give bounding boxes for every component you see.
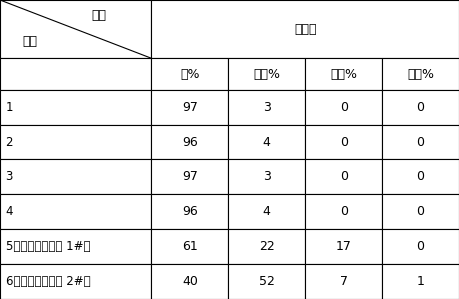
Bar <box>0 264 151 299</box>
Bar <box>229 58 305 90</box>
Text: 3: 3 <box>6 170 13 183</box>
Text: 中度%: 中度% <box>330 68 357 80</box>
Bar <box>0 58 151 90</box>
Bar <box>229 90 305 125</box>
Bar <box>0 229 151 264</box>
Text: 轻度%: 轻度% <box>253 68 280 80</box>
Bar <box>382 229 459 264</box>
Text: 0: 0 <box>417 240 425 253</box>
Bar <box>0 159 151 194</box>
Text: 96: 96 <box>182 205 198 218</box>
Text: 0: 0 <box>340 205 347 218</box>
Bar <box>305 159 382 194</box>
Bar <box>151 159 229 194</box>
Text: 0: 0 <box>417 205 425 218</box>
Bar <box>382 194 459 229</box>
Text: 3: 3 <box>263 101 271 114</box>
Text: 4: 4 <box>6 205 13 218</box>
Bar <box>0 125 151 159</box>
Bar <box>229 194 305 229</box>
Text: 97: 97 <box>182 101 198 114</box>
Bar <box>151 264 229 299</box>
Text: 22: 22 <box>259 240 274 253</box>
Text: 0: 0 <box>340 170 347 183</box>
Text: 97: 97 <box>182 170 198 183</box>
Bar <box>229 159 305 194</box>
Bar <box>0 194 151 229</box>
Text: 组别: 组别 <box>23 36 38 48</box>
Bar <box>151 58 229 90</box>
Text: 无%: 无% <box>180 68 200 80</box>
Text: 17: 17 <box>336 240 352 253</box>
Text: 52: 52 <box>259 275 275 288</box>
Bar <box>305 125 382 159</box>
Bar <box>305 90 382 125</box>
Text: 6（市售护肤产品 2#）: 6（市售护肤产品 2#） <box>6 275 90 288</box>
Bar <box>229 125 305 159</box>
Bar <box>151 125 229 159</box>
Text: 2: 2 <box>6 135 13 149</box>
Text: 0: 0 <box>417 170 425 183</box>
Bar <box>382 90 459 125</box>
Bar <box>151 229 229 264</box>
Text: 5（市售护肤产品 1#）: 5（市售护肤产品 1#） <box>6 240 90 253</box>
Bar <box>151 90 229 125</box>
Text: 40: 40 <box>182 275 198 288</box>
Text: 3: 3 <box>263 170 271 183</box>
Text: 0: 0 <box>340 135 347 149</box>
Bar <box>305 229 382 264</box>
Text: 7: 7 <box>340 275 347 288</box>
Text: 项目: 项目 <box>91 9 106 22</box>
Bar <box>382 159 459 194</box>
Bar <box>382 125 459 159</box>
Text: 重度%: 重度% <box>407 68 434 80</box>
Text: 4: 4 <box>263 205 271 218</box>
Bar <box>0 90 151 125</box>
Bar <box>305 194 382 229</box>
Bar <box>382 264 459 299</box>
Text: 1: 1 <box>417 275 425 288</box>
Text: 1: 1 <box>6 101 13 114</box>
Bar <box>151 0 459 58</box>
Bar <box>305 264 382 299</box>
Text: 刺激性: 刺激性 <box>294 23 317 36</box>
Bar <box>229 264 305 299</box>
Bar <box>382 58 459 90</box>
Text: 0: 0 <box>340 101 347 114</box>
Bar <box>151 194 229 229</box>
Text: 0: 0 <box>417 135 425 149</box>
Bar <box>0 0 151 58</box>
Text: 96: 96 <box>182 135 198 149</box>
Bar <box>229 229 305 264</box>
Bar <box>305 58 382 90</box>
Text: 61: 61 <box>182 240 198 253</box>
Text: 0: 0 <box>417 101 425 114</box>
Text: 4: 4 <box>263 135 271 149</box>
